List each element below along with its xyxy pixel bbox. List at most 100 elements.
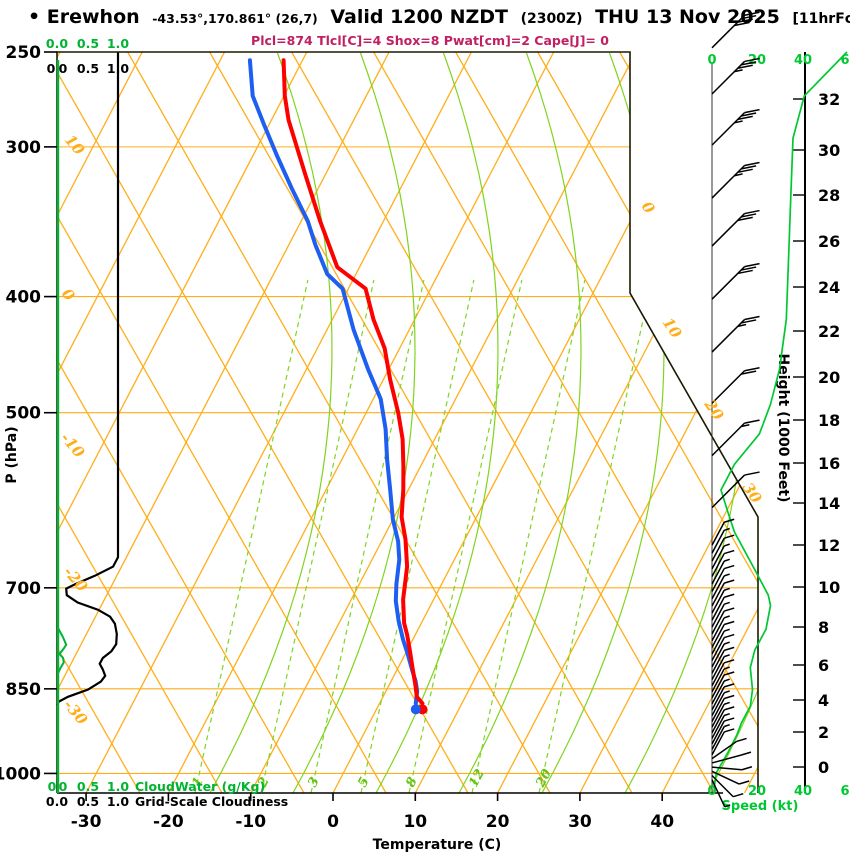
- height-tick-label: 8: [818, 618, 829, 637]
- valid-zulu: (2300Z): [520, 11, 583, 27]
- temperature-tick-label: 10: [403, 812, 427, 832]
- svg-text:20: 20: [748, 784, 766, 799]
- cloudwater-bottom-scale: 0 0 0.5 1.0: [48, 779, 130, 794]
- svg-text:40: 40: [794, 53, 812, 68]
- svg-text:1.0: 1.0: [107, 779, 129, 794]
- svg-text:0.0: 0.0: [46, 794, 68, 809]
- mixing-ratio-label: 12: [466, 767, 488, 790]
- svg-text:1.0: 1.0: [107, 36, 129, 51]
- forecast-tag: [11hrFcst@1732z]: [792, 11, 850, 27]
- height-tick-label: 26: [818, 232, 840, 251]
- cloudiness-top-scale: 0 0 0.5 1.0: [47, 61, 130, 76]
- temperature-tick-label: 40: [650, 812, 674, 832]
- svg-text:0: 0: [48, 779, 57, 794]
- svg-text:0.0: 0.0: [46, 36, 68, 51]
- isotherm-label: 30: [739, 479, 766, 507]
- cloud-water-curve: [56, 626, 68, 675]
- chart-title: • Erewhon -43.53°,170.861° (26,7) Valid …: [0, 6, 850, 28]
- height-tick-label: 24: [818, 278, 840, 297]
- cloudwater-top-scale: 0.0 0.5 1.0: [46, 36, 129, 51]
- svg-text:6: 6: [840, 53, 849, 68]
- dewpoint-curve: [247, 58, 420, 706]
- svg-text:0.5: 0.5: [77, 61, 99, 76]
- cloudwater-axis-title: CloudWater (g/Kg): [135, 779, 265, 794]
- station-coords: -43.53°,170.861° (26,7): [152, 11, 318, 26]
- pressure-tick-label: 250: [6, 43, 42, 63]
- temperature-tick-label: -30: [71, 812, 102, 832]
- stability-params-line: Plcl=874 Tlcl[C]=4 Shox=8 Pwat[cm]=2 Cap…: [251, 33, 609, 48]
- temperature-tick-label: 0: [327, 812, 339, 832]
- wind-speed-curve: [713, 51, 848, 787]
- cloudiness-axis-title: Grid-Scale Cloudiness: [135, 794, 288, 809]
- pressure-tick-label: 1000: [0, 764, 41, 784]
- svg-text:0: 0: [59, 61, 68, 76]
- dry-adiabat-label: 0: [58, 285, 79, 305]
- svg-text:20: 20: [748, 53, 766, 68]
- dry-adiabat-label: -20: [60, 563, 92, 596]
- isotherm-label: 0: [638, 198, 659, 217]
- cloud-profiles: [56, 52, 120, 706]
- pressure-tick-label: 850: [6, 680, 42, 700]
- dry-adiabat-label: 10: [61, 131, 89, 159]
- temperature-tick-label: -20: [153, 812, 184, 832]
- height-tick-label: 18: [818, 411, 840, 430]
- isotherm-label: 10: [659, 314, 686, 342]
- temperature-axis-title: Temperature (C): [373, 837, 502, 853]
- pressure-tick-label: 300: [6, 138, 42, 158]
- pressure-axis: 250 300 400 500 700 850 1000 P (hPa): [0, 43, 57, 784]
- pressure-tick-label: 500: [6, 404, 42, 424]
- pressure-axis-title: P (hPa): [4, 426, 20, 483]
- pressure-tick-label: 700: [6, 579, 42, 599]
- plot-frame: [56, 51, 759, 794]
- svg-text:0.5: 0.5: [77, 794, 99, 809]
- height-tick-label: 22: [818, 322, 840, 341]
- svg-text:0: 0: [707, 53, 716, 68]
- svg-text:0: 0: [47, 61, 56, 76]
- height-tick-label: 0: [818, 758, 829, 777]
- svg-text:1.0: 1.0: [107, 61, 129, 76]
- height-tick-label: 16: [818, 454, 840, 473]
- mixing-ratio-label: 5: [355, 775, 372, 790]
- svg-text:40: 40: [794, 784, 812, 799]
- background-grid: [57, 52, 758, 793]
- mixing-ratio-label: 3: [305, 775, 322, 790]
- height-tick-label: 2: [818, 723, 829, 742]
- height-tick-label: 14: [818, 494, 840, 513]
- wind-barbs: [711, 11, 760, 808]
- station-name: • Erewhon: [28, 6, 140, 28]
- height-tick-label: 10: [818, 578, 840, 597]
- isotherm-label: 20: [700, 395, 727, 424]
- dry-adiabat-label: -10: [57, 429, 89, 462]
- svg-text:6: 6: [840, 784, 849, 799]
- svg-text:1.0: 1.0: [107, 794, 129, 809]
- svg-text:0.5: 0.5: [77, 36, 99, 51]
- svg-text:0.5: 0.5: [77, 779, 99, 794]
- valid-date: THU 13 Nov 2025: [595, 6, 780, 28]
- svg-text:0: 0: [707, 784, 716, 799]
- temperature-axis: -30 -20 -10 0 10 20 30 40 Temperature (C): [71, 793, 674, 853]
- height-tick-label: 28: [818, 186, 840, 205]
- height-tick-label: 12: [818, 536, 840, 555]
- height-tick-label: 6: [818, 656, 829, 675]
- svg-text:0: 0: [59, 779, 68, 794]
- cloudiness-bottom-scale: 0.0 0.5 1.0: [46, 794, 129, 809]
- temperature-tick-label: 20: [486, 812, 510, 832]
- valid-time: Valid 1200 NZDT: [330, 6, 508, 28]
- temperature-curve: [281, 58, 425, 706]
- dewpoint_lcl-marker: [410, 704, 421, 715]
- temperature-tick-label: -10: [235, 812, 266, 832]
- mixing-ratio-label: 20: [533, 767, 555, 791]
- speed-axis-title: Speed (kt): [722, 799, 799, 814]
- height-tick-label: 32: [818, 90, 840, 109]
- height-axis-title: Height (1000 Feet): [775, 354, 791, 503]
- grid-scale-cloudiness-curve: [56, 52, 120, 706]
- pressure-tick-label: 400: [6, 288, 42, 308]
- temperature-tick-label: 30: [568, 812, 592, 832]
- height-tick-label: 30: [818, 141, 840, 160]
- height-tick-label: 20: [818, 368, 840, 387]
- sounding-curves: [247, 58, 428, 715]
